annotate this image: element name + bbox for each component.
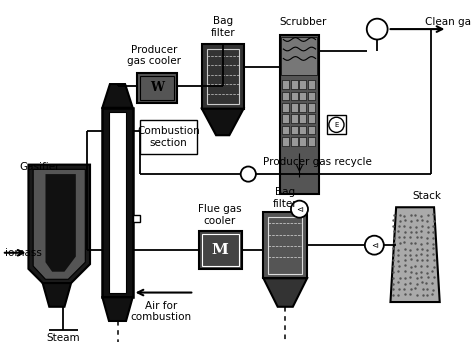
Bar [140,120,197,154]
Text: Bag
filter: Bag filter [273,187,298,209]
Polygon shape [46,174,76,272]
Bar [300,103,306,112]
Polygon shape [102,84,133,108]
Circle shape [365,236,384,254]
Text: ⊲: ⊲ [296,205,303,214]
Bar [291,137,298,146]
Bar [283,103,289,112]
Text: Producer
gas cooler: Producer gas cooler [128,45,182,67]
Polygon shape [28,165,90,283]
Bar [264,212,307,278]
Circle shape [241,166,256,182]
Text: ⊲: ⊲ [371,241,378,250]
Bar [140,76,174,100]
Bar [137,73,177,103]
Bar [308,114,315,123]
Bar [327,115,346,134]
Text: Scrubber: Scrubber [280,18,327,27]
Bar [207,49,239,104]
Text: iomass: iomass [5,248,42,258]
Bar [291,80,298,89]
Text: Bag
filter: Bag filter [210,17,235,38]
Bar [283,80,289,89]
Bar [308,137,315,146]
Text: Producer gas recycle: Producer gas recycle [263,157,372,167]
Bar [280,35,319,194]
Text: Gasifier: Gasifier [19,162,59,171]
Bar [283,92,289,100]
Bar [291,103,298,112]
Polygon shape [264,278,307,307]
Bar [308,80,315,89]
Bar [282,37,318,75]
Text: Steam: Steam [46,333,80,343]
Bar [202,234,239,266]
Bar [202,44,244,109]
Bar [102,108,133,297]
Text: W: W [150,81,164,94]
Bar [300,80,306,89]
Bar [300,114,306,123]
Text: E: E [334,122,338,128]
Circle shape [367,19,388,39]
Bar [199,231,242,269]
Bar [133,215,140,222]
Bar [300,126,306,134]
Circle shape [329,117,344,132]
Polygon shape [102,297,133,321]
Bar [283,114,289,123]
Text: Air for
combustion: Air for combustion [130,301,191,322]
Bar [109,113,126,293]
Bar [300,137,306,146]
Circle shape [291,201,308,218]
Text: M: M [212,243,229,257]
Text: Stack: Stack [412,191,441,201]
Bar [283,126,289,134]
Bar [291,92,298,100]
Bar [283,137,289,146]
Bar [268,217,302,274]
Bar [308,92,315,100]
Bar [291,114,298,123]
Polygon shape [391,207,440,302]
Text: Clean ga: Clean ga [425,17,471,26]
Polygon shape [202,109,244,135]
Text: Combustion
section: Combustion section [137,126,200,148]
Polygon shape [43,283,71,307]
Text: Flue gas
cooler: Flue gas cooler [198,204,242,226]
Bar [300,92,306,100]
Bar [308,103,315,112]
Polygon shape [33,169,85,279]
Bar [308,126,315,134]
Bar [291,126,298,134]
